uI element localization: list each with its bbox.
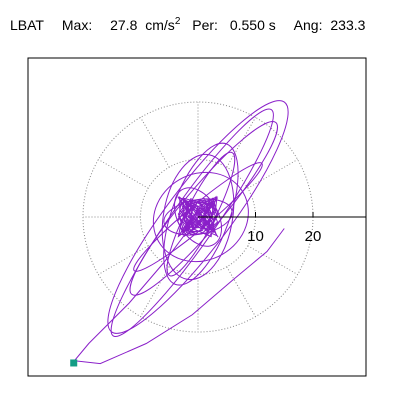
orbit-loop-4 (161, 153, 235, 281)
markers (70, 359, 78, 367)
period-value: 0.550 s (229, 17, 276, 33)
max-unit-exponent: 2 (174, 16, 181, 27)
grid-spoke-120 (140, 117, 170, 168)
max-value: 27.8 (110, 17, 138, 33)
period-label: Per: (192, 17, 218, 33)
start-marker (70, 359, 78, 367)
grid-spoke-150 (98, 159, 149, 189)
radial-tick-label-10: 10 (247, 228, 264, 245)
orbit-path (73, 216, 285, 365)
angle-value: 233.3 (330, 17, 366, 33)
station-code: LBAT (10, 17, 44, 33)
grid-spoke-240 (140, 266, 170, 317)
grid-spoke-300 (226, 266, 256, 317)
orbit-loop-3 (163, 142, 239, 286)
orbit-core (177, 195, 219, 238)
orbit-traces (73, 100, 289, 365)
radial-axis: 10 20 (198, 212, 366, 245)
plot-header: LBAT Max: 27.8 cm/s2 Per: 0.550 s Ang: 2… (10, 16, 365, 38)
angle-label: Ang: (293, 17, 323, 33)
grid-spoke-330 (247, 245, 298, 275)
grid-spoke-30 (247, 159, 298, 189)
radial-tick-label-20: 20 (305, 228, 322, 245)
max-unit: cm/s (145, 17, 175, 33)
grid-spoke-210 (98, 245, 149, 275)
grid-spoke-60 (226, 117, 256, 168)
max-label: Max: (61, 17, 93, 33)
orbit-loop-5 (152, 171, 249, 263)
